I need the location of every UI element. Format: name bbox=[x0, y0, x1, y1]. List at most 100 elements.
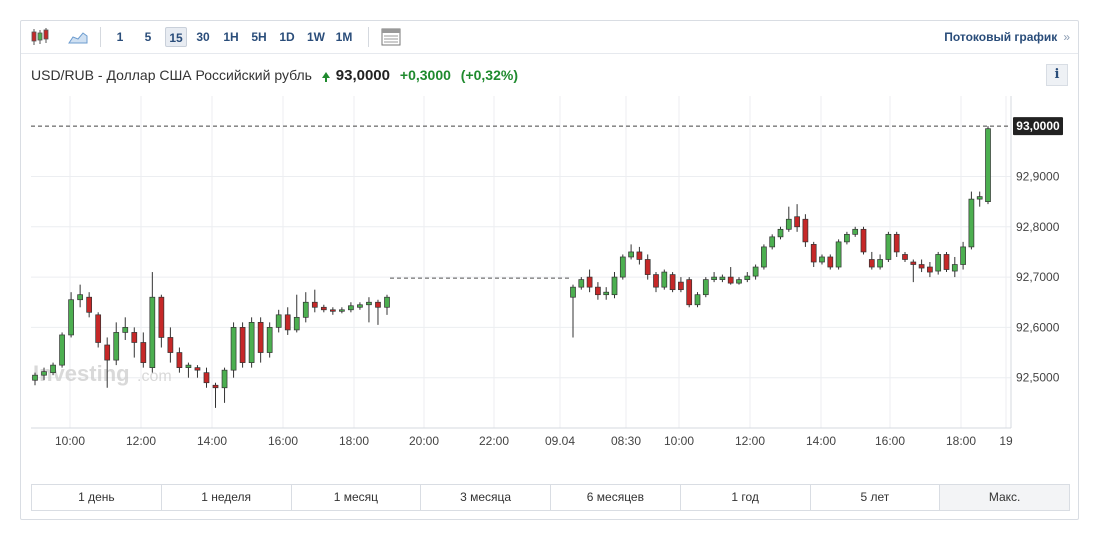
range-button[interactable]: Макс. bbox=[940, 485, 1069, 510]
candle-up bbox=[366, 297, 372, 323]
candle-up bbox=[603, 287, 610, 300]
candle-up bbox=[744, 272, 751, 283]
candle-up bbox=[113, 322, 120, 366]
candle-down bbox=[918, 259, 925, 273]
candle-down bbox=[794, 204, 800, 232]
candlestick-icon[interactable] bbox=[29, 27, 51, 47]
candle-up bbox=[122, 317, 129, 340]
candle-up bbox=[570, 284, 576, 338]
interval-5h[interactable]: 5H bbox=[251, 30, 267, 44]
candle-up bbox=[149, 272, 156, 373]
candle-down bbox=[802, 214, 809, 247]
candle-up bbox=[852, 226, 859, 237]
candle-up bbox=[339, 307, 345, 314]
candle-down bbox=[212, 382, 219, 408]
candle-up bbox=[185, 362, 192, 378]
x-tick-label: 08:30 bbox=[611, 434, 641, 448]
candle-up bbox=[628, 244, 634, 260]
candle-down bbox=[320, 304, 327, 313]
interval-15[interactable]: 15 bbox=[165, 27, 187, 47]
candle-up bbox=[248, 317, 255, 368]
x-tick-label: 09.04 bbox=[545, 434, 575, 448]
grid bbox=[31, 96, 1011, 428]
investing-watermark: Investing .com bbox=[33, 361, 172, 386]
info-button[interactable]: i bbox=[1046, 64, 1068, 86]
range-button[interactable]: 1 месяц bbox=[292, 485, 422, 510]
interval-1m[interactable]: 1M bbox=[335, 30, 353, 44]
candles bbox=[32, 126, 991, 408]
candle-down bbox=[176, 347, 183, 373]
interval-1h[interactable]: 1H bbox=[223, 30, 239, 44]
chart-toolbar: 1 5 15 30 1H 5H 1D 1W 1M Потоковый графи… bbox=[21, 21, 1078, 54]
candle-up bbox=[761, 244, 767, 270]
candle-up bbox=[844, 231, 850, 245]
x-tick-label: 18:00 bbox=[946, 434, 976, 448]
candle-down bbox=[86, 292, 93, 318]
interval-1[interactable]: 1 bbox=[116, 30, 124, 44]
candle-up bbox=[68, 292, 74, 338]
candle-up bbox=[41, 367, 47, 381]
range-button[interactable]: 1 день bbox=[32, 485, 162, 510]
candle-down bbox=[902, 251, 908, 262]
candle-down bbox=[669, 272, 676, 293]
candle-down bbox=[868, 251, 875, 270]
candle-down bbox=[239, 322, 246, 368]
candle-up bbox=[711, 272, 717, 283]
candle-down bbox=[311, 289, 318, 313]
range-button[interactable]: 1 год bbox=[681, 485, 811, 510]
candle-down bbox=[653, 272, 659, 293]
x-tick-label: 14:00 bbox=[806, 434, 836, 448]
candle-down bbox=[943, 251, 950, 273]
candle-down bbox=[586, 269, 593, 293]
candle-up bbox=[968, 191, 975, 250]
candle-up bbox=[769, 234, 776, 250]
double-chevron-right-icon: » bbox=[1063, 30, 1070, 44]
y-tick-label: 92,7000 bbox=[1016, 270, 1060, 284]
interval-30[interactable]: 30 bbox=[196, 30, 210, 44]
candle-up bbox=[348, 302, 354, 313]
candle-up bbox=[785, 206, 792, 232]
table-icon[interactable] bbox=[380, 27, 402, 47]
candle-down bbox=[257, 317, 264, 363]
candle-down bbox=[595, 282, 601, 300]
candle-up bbox=[302, 292, 309, 323]
candle-down bbox=[167, 327, 174, 363]
candle-up bbox=[777, 226, 784, 240]
candle-up bbox=[611, 272, 618, 299]
range-button[interactable]: 3 месяца bbox=[421, 485, 551, 510]
candle-up bbox=[985, 126, 991, 205]
candlestick-chart: Investing .com 92,5000 92,6000 92,7000 92,8… bbox=[31, 96, 1063, 448]
y-tick-label: 92,6000 bbox=[1016, 320, 1060, 334]
candle-down bbox=[140, 332, 147, 368]
candle-down bbox=[104, 337, 111, 388]
candle-up bbox=[877, 254, 883, 270]
x-tick-label: 10:00 bbox=[664, 434, 694, 448]
price-change-percent: (+0,32%) bbox=[460, 67, 518, 83]
range-button[interactable]: 6 месяцев bbox=[551, 485, 681, 510]
interval-1w[interactable]: 1W bbox=[307, 30, 325, 44]
area-chart-icon[interactable] bbox=[67, 27, 89, 47]
time-range-selector: 1 день 1 неделя 1 месяц 3 месяца 6 месяцев 1 … bbox=[31, 484, 1070, 511]
chart-widget: 1 5 15 30 1H 5H 1D 1W 1M Потоковый графи… bbox=[20, 20, 1079, 520]
current-price-tag bbox=[1013, 117, 1063, 136]
y-tick-label: 92,5000 bbox=[1016, 371, 1060, 385]
candle-up bbox=[951, 256, 958, 278]
watermark-brand: Investing bbox=[33, 361, 130, 386]
interval-5[interactable]: 5 bbox=[144, 30, 152, 44]
x-tick-label: 18:00 bbox=[339, 434, 369, 448]
range-button[interactable]: 1 неделя bbox=[162, 485, 292, 510]
candle-up bbox=[885, 231, 892, 262]
range-button[interactable]: 5 лет bbox=[811, 485, 941, 510]
stream-chart-link[interactable]: Потоковый график » bbox=[944, 27, 1070, 47]
candle-down bbox=[284, 307, 291, 335]
candle-down bbox=[203, 367, 210, 388]
candle-up bbox=[578, 277, 585, 290]
up-arrow-icon bbox=[321, 72, 330, 82]
candle-down bbox=[893, 231, 900, 257]
candle-up bbox=[384, 294, 390, 315]
interval-1d[interactable]: 1D bbox=[279, 30, 295, 44]
last-price: 93,0000 bbox=[335, 67, 390, 84]
candle-down bbox=[194, 365, 201, 378]
candle-up bbox=[32, 372, 38, 386]
candle-down bbox=[329, 307, 336, 315]
